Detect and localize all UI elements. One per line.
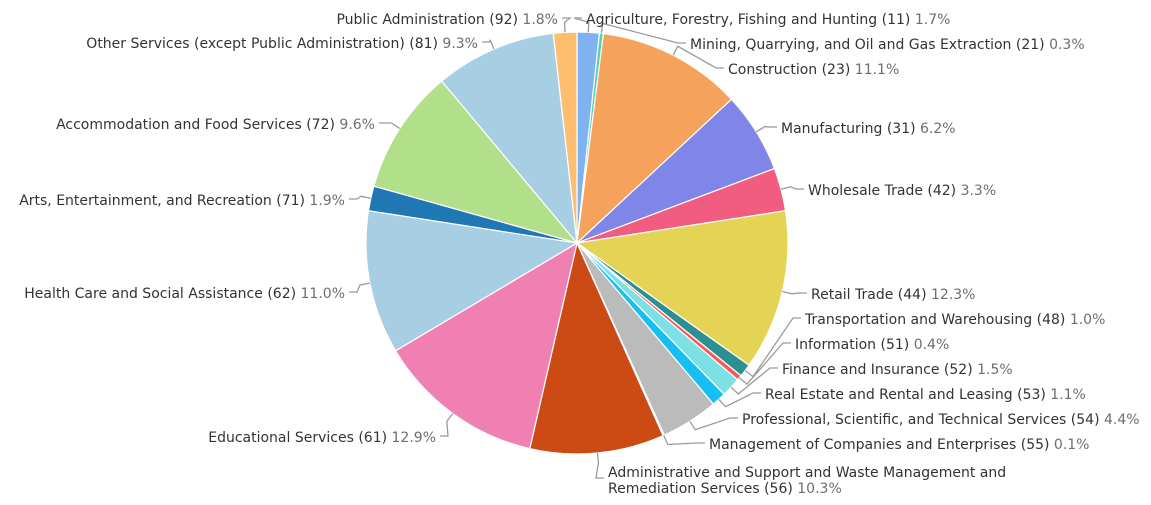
- slice-label-other-services-except-public-administration: Other Services (except Public Administra…: [86, 36, 478, 52]
- slice-educational-services[interactable]: [394, 241, 578, 450]
- slice-label-accommodation-and-food-services: Accommodation and Food Services (72) 9.6…: [56, 117, 375, 133]
- leader-line-construction: [672, 45, 724, 69]
- slice-construction[interactable]: [576, 32, 733, 245]
- slice-label-wholesale-trade: Wholesale Trade (42) 3.3%: [808, 183, 996, 199]
- leader-line-wholesale-trade: [780, 186, 804, 190]
- leader-line-professional-scientific-and-technical-services: [689, 417, 738, 431]
- leader-line-accommodation-and-food-services: [379, 122, 401, 130]
- slice-label-management-of-companies-and-enterprises: Management of Companies and Enterprises …: [709, 437, 1090, 453]
- leader-line-educational-services: [440, 413, 454, 437]
- slice-label-professional-scientific-and-technical-services: Professional, Scientific, and Technical …: [742, 412, 1140, 428]
- leader-lines: [349, 17, 807, 479]
- slice-labels: Agriculture, Forestry, Fishing and Hunti…: [19, 12, 1139, 497]
- leader-line-transportation-and-warehousing: [744, 317, 801, 378]
- leader-line-public-administration: [562, 17, 572, 33]
- slice-label-agriculture-forestry-fishing-and-hunting: Agriculture, Forestry, Fishing and Hunti…: [586, 12, 950, 28]
- slice-accommodation-and-food-services[interactable]: [373, 80, 579, 245]
- leader-line-retail-trade: [782, 290, 807, 295]
- slice-health-care-and-social-assistance[interactable]: [365, 210, 579, 352]
- slice-label-public-administration: Public Administration (92) 1.8%: [336, 12, 558, 28]
- leader-line-mining-quarrying-and-oil-and-gas-extraction: [600, 22, 686, 44]
- leader-line-finance-and-insurance: [730, 367, 778, 395]
- slice-label-manufacturing: Manufacturing (31) 6.2%: [781, 121, 956, 137]
- leader-line-management-of-companies-and-enterprises: [663, 435, 705, 446]
- slice-label-transportation-and-warehousing: Transportation and Warehousing (48) 1.0%: [804, 312, 1105, 328]
- leader-line-real-estate-and-rental-and-leasing: [718, 392, 761, 408]
- slice-label-construction: Construction (23) 11.1%: [728, 62, 899, 78]
- slice-label-information: Information (51) 0.4%: [795, 337, 949, 353]
- leader-line-arts-entertainment-and-recreation: [349, 195, 371, 200]
- slice-label-real-estate-and-rental-and-leasing: Real Estate and Rental and Leasing (53) …: [765, 387, 1086, 403]
- leader-line-administrative-and-support-and-waste-management-and-remediation-services: [595, 452, 604, 479]
- slice-label-mining-quarrying-and-oil-and-gas-extraction: Mining, Quarrying, and Oil and Gas Extra…: [690, 37, 1085, 53]
- leader-line-agriculture-forestry-fishing-and-hunting: [573, 17, 590, 33]
- slice-label-arts-entertainment-and-recreation: Arts, Entertainment, and Recreation (71)…: [19, 193, 345, 209]
- leader-line-other-services-except-public-administration: [482, 39, 495, 50]
- leader-line-health-care-and-social-assistance: [349, 282, 370, 293]
- pie-slices: [365, 31, 789, 455]
- slice-other-services-except-public-administration[interactable]: [440, 32, 578, 245]
- leader-line-information: [738, 342, 791, 386]
- slice-label-administrative-and-support-and-waste-management-and-remediation-services: Administrative and Support and Waste Man…: [608, 465, 1006, 497]
- slice-label-health-care-and-social-assistance: Health Care and Social Assistance (62) 1…: [24, 286, 345, 302]
- slice-public-administration[interactable]: [552, 31, 578, 244]
- slice-label-finance-and-insurance: Finance and Insurance (52) 1.5%: [782, 362, 1013, 378]
- slice-label-retail-trade: Retail Trade (44) 12.3%: [811, 287, 975, 303]
- leader-line-manufacturing: [755, 125, 777, 133]
- slice-label-educational-services: Educational Services (61) 12.9%: [208, 430, 436, 446]
